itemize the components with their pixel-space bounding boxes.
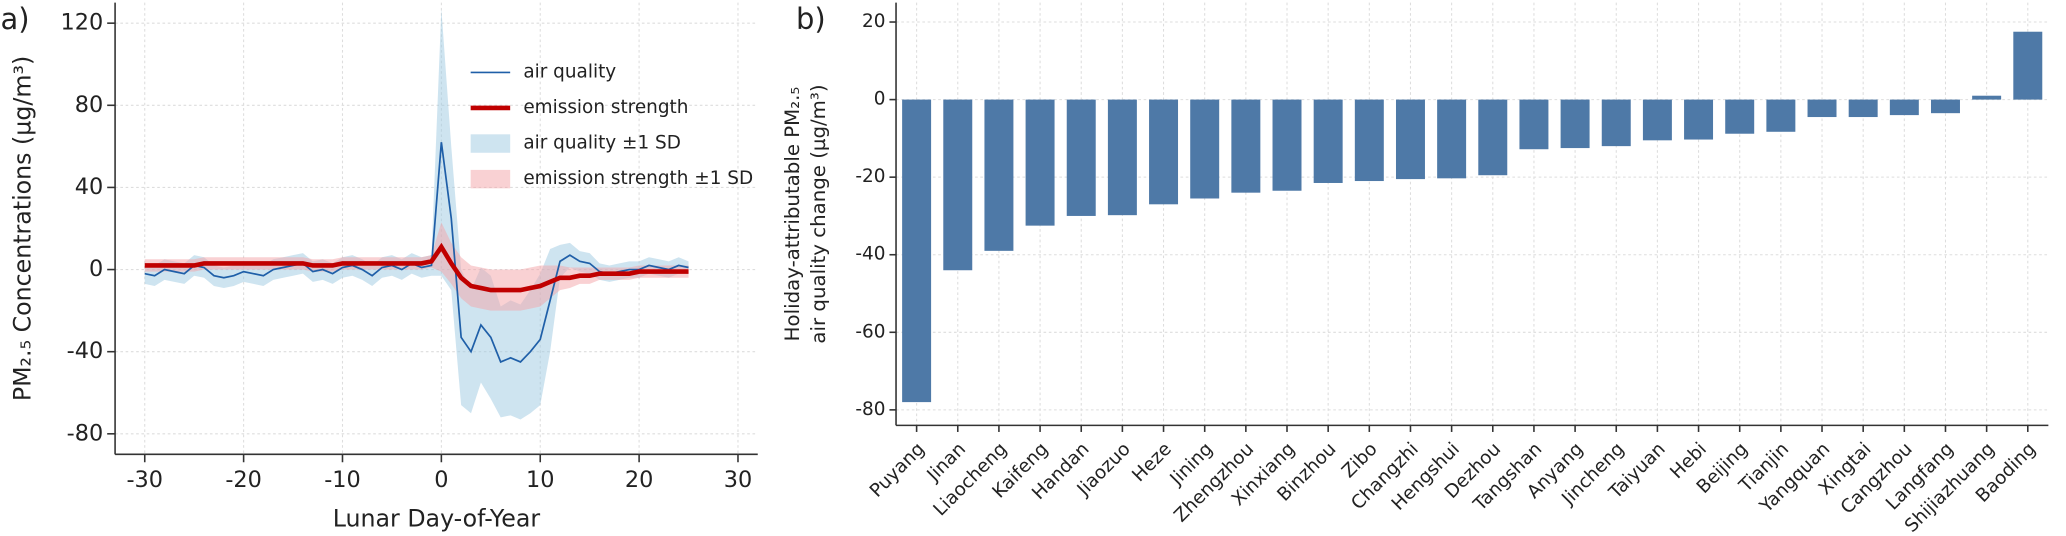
bar	[1395, 99, 1425, 180]
bar	[1437, 99, 1467, 179]
bar	[902, 99, 932, 403]
y-axis-label: PM₂.₅ Concentrations (µg/m³)	[9, 56, 37, 401]
legend-label: emission strength ±1 SD	[523, 168, 753, 189]
bar	[1889, 99, 1919, 116]
bar	[1107, 99, 1137, 216]
legend-swatch	[470, 134, 511, 153]
y-tick-label: -80	[67, 420, 104, 446]
bar	[1972, 95, 2002, 100]
legend-label: air quality	[523, 61, 616, 82]
y-tick-label: 80	[75, 92, 103, 118]
legend-label: air quality ±1 SD	[523, 133, 681, 154]
bar	[1066, 99, 1096, 216]
x-tick-label: 10	[526, 467, 554, 493]
bar	[1766, 99, 1796, 132]
bar	[1807, 99, 1837, 118]
bar	[1519, 99, 1549, 150]
bar	[1684, 99, 1714, 140]
bar	[943, 99, 973, 271]
x-tick-label: Heze	[1128, 439, 1176, 487]
y-axis-label: Holiday-attributable PM₂.₅	[781, 87, 804, 342]
y-tick-label: 0	[874, 89, 886, 110]
series-line	[144, 242, 689, 293]
panel-label: b)	[796, 2, 826, 36]
bar	[1930, 99, 1960, 114]
x-tick-label: Puyang	[866, 439, 929, 502]
panel-label: a)	[1, 2, 30, 36]
legend-swatch	[470, 169, 511, 189]
x-tick-label: 0	[434, 467, 448, 493]
bar	[1190, 99, 1220, 199]
y-tick-label: -40	[855, 244, 885, 265]
bar	[1848, 99, 1878, 118]
y-tick-label: -40	[67, 338, 104, 364]
bar	[1560, 99, 1590, 149]
bar	[1478, 99, 1508, 176]
y-axis-label: air quality change (µg/m³)	[807, 84, 830, 343]
x-tick-label: -30	[126, 467, 163, 493]
x-tick-label: 20	[625, 467, 653, 493]
x-tick-label: -10	[324, 467, 361, 493]
y-tick-label: -60	[855, 321, 885, 342]
x-axis-label: Lunar Day-of-Year	[333, 505, 541, 533]
y-tick-label: 40	[75, 174, 103, 200]
bar	[2013, 31, 2043, 100]
x-tick-label: -20	[225, 467, 262, 493]
bar	[1642, 99, 1672, 141]
bar	[1149, 99, 1179, 205]
bar	[1025, 99, 1055, 226]
y-tick-label: -20	[855, 166, 885, 187]
x-tick-label: 30	[724, 467, 752, 493]
y-tick-label: 20	[862, 11, 885, 32]
bar	[1725, 99, 1755, 134]
y-tick-label: -80	[855, 399, 885, 420]
bar	[1354, 99, 1384, 182]
legend-label: emission strength	[523, 97, 688, 118]
y-tick-label: 0	[89, 256, 103, 282]
bar	[1272, 99, 1302, 191]
bar	[1601, 99, 1631, 147]
panel-a: -30 -20 -10 0 10 20 30 -80 -40 0 40 80 120 air qualit…	[1, 2, 758, 533]
bar	[984, 99, 1014, 251]
y-tick-label: 120	[61, 10, 104, 36]
bar	[1313, 99, 1343, 183]
sd-band	[144, 8, 689, 420]
panel-b: -80-60-40-20020PuyangJinanLiaochengKaife…	[781, 2, 2049, 536]
bar	[1231, 99, 1261, 193]
